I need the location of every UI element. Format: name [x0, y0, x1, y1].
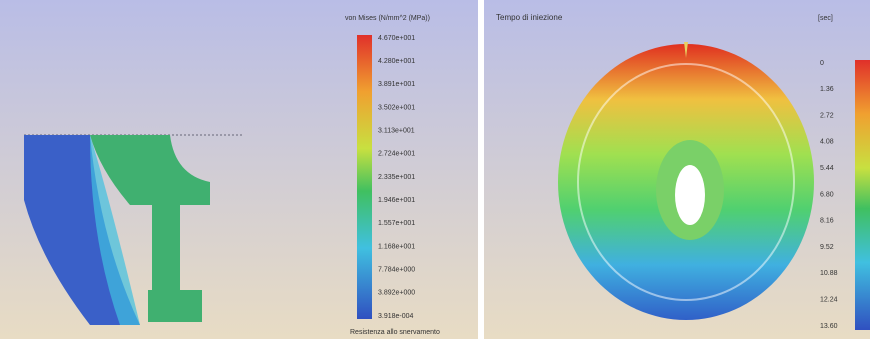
- left-legend-title: von Mises (N/mm^2 (MPa)): [345, 15, 430, 22]
- right-color-bar: [855, 60, 870, 330]
- legend-label: 1.557e+001: [378, 220, 415, 227]
- legend-label: 2.335e+001: [378, 174, 415, 181]
- hub-hole: [675, 165, 705, 225]
- legend-label: 13.60: [820, 323, 838, 330]
- legend-label: 3.891e+001: [378, 81, 415, 88]
- legend-label: 4.670e+001: [378, 35, 415, 42]
- legend-label: 3.918e-004: [378, 313, 414, 320]
- legend-label: 10.88: [820, 270, 838, 277]
- right-unit: [sec]: [818, 15, 833, 22]
- left-footer: Resistenza allo snervamento: [350, 329, 440, 336]
- screenshot: von Mises (N/mm^2 (MPa)) Resistenza allo…: [0, 0, 870, 339]
- left-color-bar: [357, 35, 372, 319]
- legend-label: 6.80: [820, 191, 834, 198]
- legend-label: 3.892e+000: [378, 290, 415, 297]
- legend-label: 8.16: [820, 218, 834, 225]
- legend-label: 7.784e+000: [378, 267, 415, 274]
- legend-label: 12.24: [820, 297, 838, 304]
- legend-label: 2.72: [820, 112, 834, 119]
- legend-label: 1.168e+001: [378, 243, 415, 250]
- legend-label: 1.36: [820, 86, 834, 93]
- right-title: Tempo di iniezione: [496, 13, 563, 22]
- legend-label: 4.280e+001: [378, 58, 415, 65]
- legend-label: 9.52: [820, 244, 834, 251]
- legend-label: 0: [820, 60, 824, 67]
- page: von Mises (N/mm^2 (MPa)) Resistenza allo…: [0, 0, 870, 339]
- legend-label: 3.113e+001: [378, 128, 415, 135]
- legend-label: 1.946e+001: [378, 197, 415, 204]
- legend-label: 4.08: [820, 139, 834, 146]
- legend-label: 5.44: [820, 165, 834, 172]
- legend-label: 3.502e+001: [378, 104, 415, 111]
- legend-label: 2.724e+001: [378, 151, 415, 158]
